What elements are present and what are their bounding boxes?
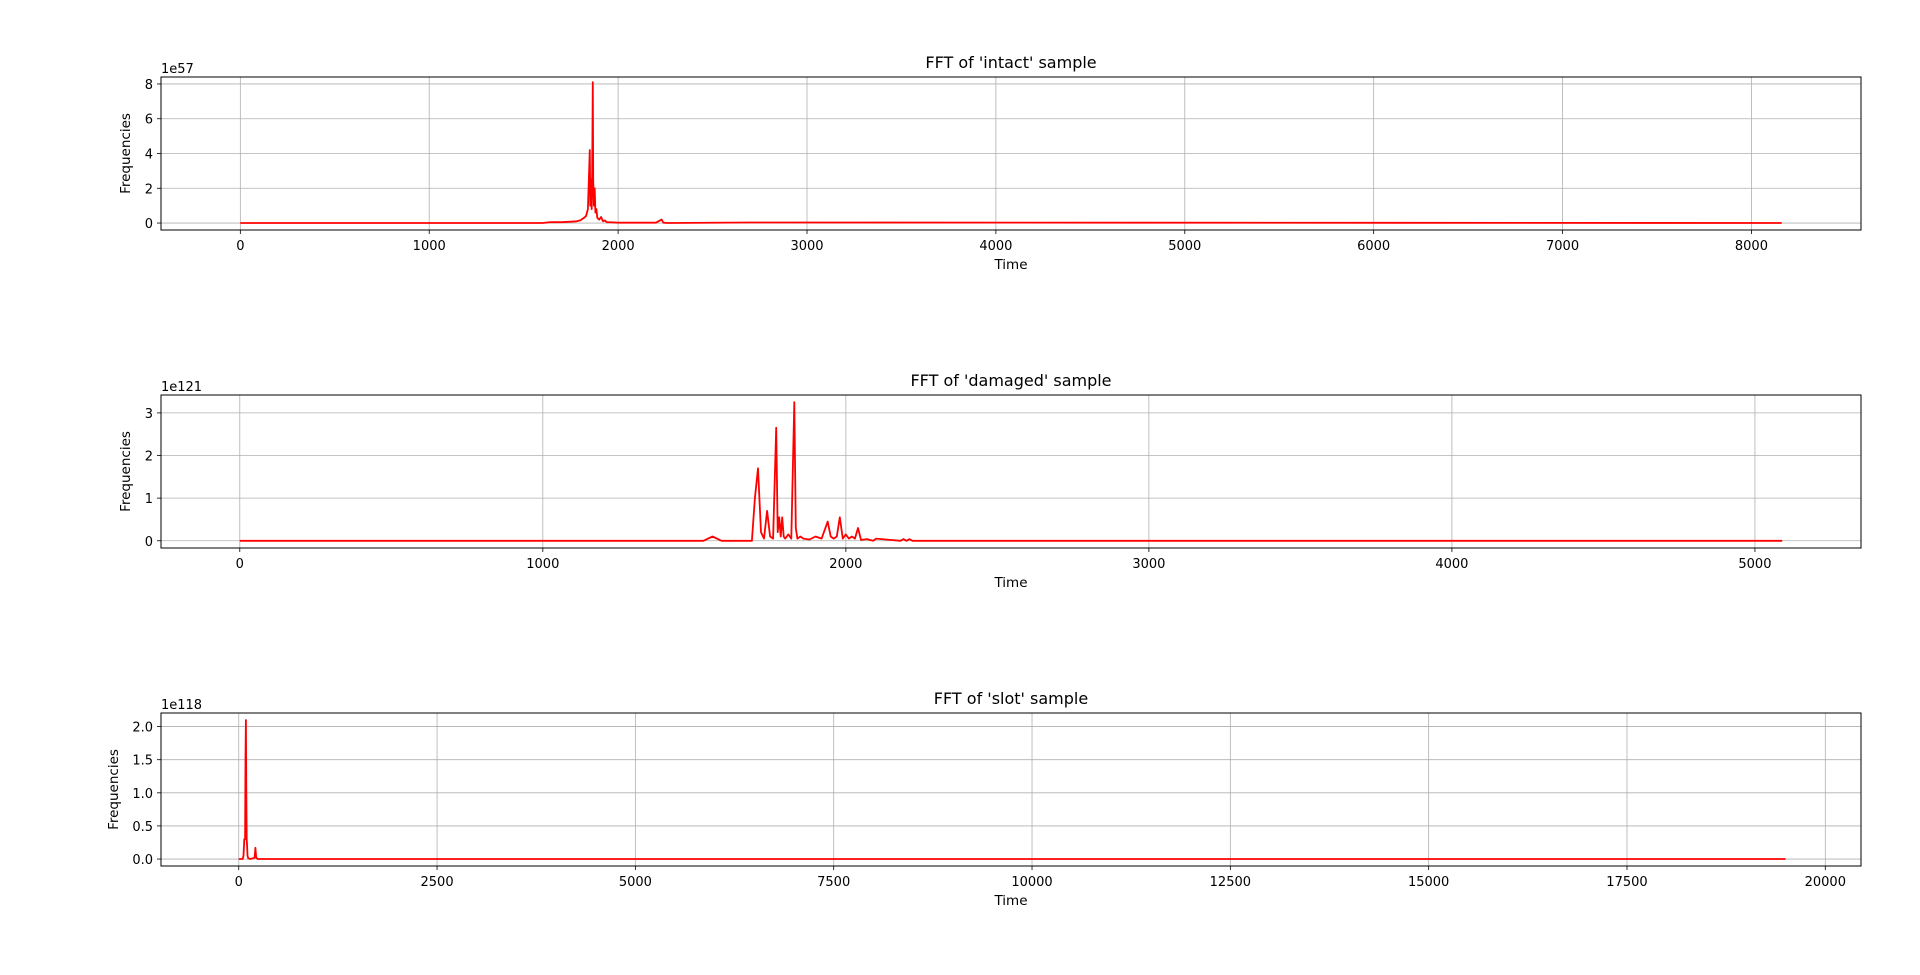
y-offset-label: 1e118 [161, 698, 202, 713]
x-tick-label: 5000 [1168, 239, 1201, 254]
x-tick-label: 3000 [790, 239, 823, 254]
y-tick-label: 0 [145, 217, 153, 232]
x-tick-label: 10000 [1011, 875, 1052, 890]
y-tick-label: 0.0 [132, 853, 153, 868]
x-tick-label: 3000 [1132, 557, 1165, 572]
x-tick-label: 1000 [413, 239, 446, 254]
x-tick-label: 7500 [817, 875, 850, 890]
y-tick-label: 2 [145, 450, 153, 465]
x-tick-label: 2500 [421, 875, 454, 890]
x-axis-label: Time [993, 575, 1027, 591]
chart-slot: 0 2500 5000 7500 10000 12500 15000 17500 20000 0.… [106, 689, 1862, 909]
x-tick-label: 4000 [1435, 557, 1468, 572]
chart-title: FFT of 'damaged' sample [910, 371, 1111, 390]
x-tick-label: 17500 [1606, 875, 1647, 890]
y-tick-label: 2.0 [132, 721, 153, 736]
x-tick-label: 8000 [1735, 239, 1768, 254]
x-tick-label: 15000 [1408, 875, 1449, 890]
chart-title: FFT of 'slot' sample [934, 689, 1088, 708]
x-axis-label: Time [993, 257, 1027, 273]
y-tick-label: 1.5 [132, 754, 153, 769]
x-tick-label: 7000 [1546, 239, 1579, 254]
y-tick-label: 0.5 [132, 820, 153, 835]
chart-damaged: 0 1000 2000 3000 4000 5000 0 1 2 3 FFT of 'damaged… [118, 371, 1862, 591]
x-tick-label: 5000 [1738, 557, 1771, 572]
x-tick-label: 12500 [1210, 875, 1251, 890]
y-axis-label: Frequencies [118, 113, 134, 194]
y-axis-label: Frequencies [118, 431, 134, 512]
x-tick-label: 5000 [619, 875, 652, 890]
series-line [238, 719, 1786, 860]
y-tick-label: 8 [145, 78, 153, 93]
x-tick-label: 2000 [829, 557, 862, 572]
x-tick-label: 1000 [526, 557, 559, 572]
y-offset-label: 1e57 [161, 62, 194, 77]
x-tick-label: 6000 [1357, 239, 1390, 254]
y-tick-label: 0 [145, 535, 153, 550]
x-tick-label: 0 [235, 875, 243, 890]
chart-intact: 0 1000 2000 3000 4000 5000 6000 7000 8000 0 2 4 6 8 FF… [118, 53, 1862, 273]
x-tick-label: 0 [236, 239, 244, 254]
y-tick-label: 1.0 [132, 787, 153, 802]
y-axis-label: Frequencies [106, 749, 122, 830]
y-tick-label: 1 [145, 492, 153, 507]
axes-frame [160, 394, 1862, 549]
y-tick-label: 4 [145, 148, 153, 163]
y-tick-label: 2 [145, 182, 153, 197]
series-line [239, 401, 1783, 542]
y-tick-label: 3 [145, 407, 153, 422]
x-tick-label: 0 [236, 557, 244, 572]
series-line [240, 81, 1782, 224]
y-tick-label: 6 [145, 113, 153, 128]
x-tick-label: 2000 [602, 239, 635, 254]
x-tick-label: 20000 [1805, 875, 1846, 890]
chart-title: FFT of 'intact' sample [925, 53, 1096, 72]
x-axis-label: Time [993, 893, 1027, 909]
axes-frame [160, 712, 1862, 867]
y-offset-label: 1e121 [161, 380, 202, 395]
x-tick-label: 4000 [979, 239, 1012, 254]
